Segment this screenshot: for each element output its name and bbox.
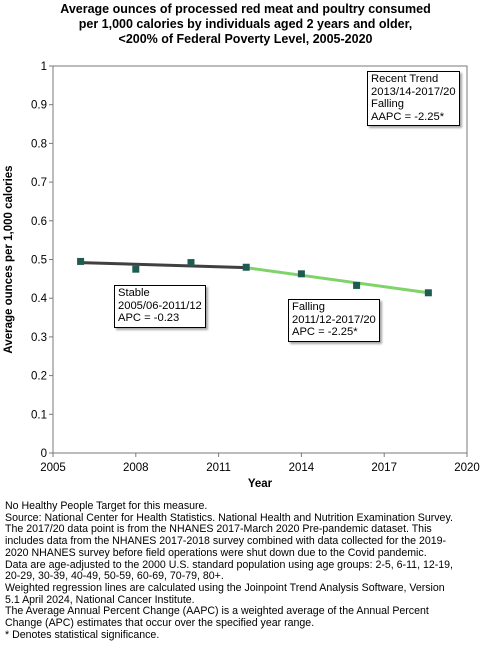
data-point	[77, 257, 85, 265]
annotation-line: APC = -0.23	[118, 312, 180, 324]
y-tick-label: 0	[41, 448, 47, 460]
data-point	[187, 259, 195, 267]
y-tick-label: 0.1	[31, 409, 47, 421]
data-point	[353, 281, 361, 289]
footnote-line: 20-29, 30-39, 40-49, 50-59, 60-69, 70-79…	[5, 570, 224, 583]
y-tick-label: 0.4	[31, 293, 48, 305]
x-axis-label: Year	[248, 478, 273, 490]
chart-title: Average ounces of processed red meat and…	[0, 2, 491, 47]
y-tick-label: 0.6	[31, 216, 47, 228]
annotation-line: Stable	[118, 287, 150, 299]
data-points	[77, 257, 432, 297]
annotation-line: Falling	[292, 301, 325, 313]
footnote-line: No Healthy People Target for this measur…	[5, 500, 208, 512]
x-tick-label: 2017	[371, 462, 397, 474]
data-point	[242, 263, 250, 271]
data-point	[424, 289, 432, 297]
annotation-recent-trend: Recent Trend 2013/14-2017/20 Falling AAP…	[367, 71, 460, 126]
x-tick-label: 2011	[206, 462, 231, 474]
y-tick-label: 0.3	[31, 332, 47, 344]
footnote-line: Change (APC) estimates that occur over t…	[5, 617, 315, 630]
trend-line-segment	[79, 261, 248, 270]
trend-lines	[79, 261, 430, 295]
annotation-line: 2011/12-2017/20	[292, 313, 376, 326]
x-tick-label: 2014	[289, 462, 315, 474]
footnote-line: Data are age-adjusted to the 2000 U.S. s…	[5, 558, 453, 571]
footnote-line: 2020 NHANES survey before field operatio…	[5, 546, 427, 559]
annotation-line: APC = -2.25*	[292, 326, 358, 338]
chart-title-line-1: Average ounces of processed red meat and…	[60, 2, 431, 16]
y-tick-label: 0.9	[31, 100, 47, 112]
chart-title-line-2: per 1,000 calories by individuals aged 2…	[78, 17, 413, 31]
annotation-line: 2005/06-2011/12	[118, 299, 202, 312]
annotation-line: 2013/14-2017/20	[371, 85, 456, 98]
x-tick-label: 2020	[454, 462, 480, 474]
footnote-line: The 2017/20 data point is from the NHANE…	[5, 523, 432, 536]
y-tick-label: 0.7	[31, 177, 47, 189]
footnote-line: 5.1 April 2024, National Cancer Institut…	[5, 593, 195, 606]
axes: 0 0.1 0.2 0.3 0.4 0.5 0.6 0.7 0.8 0.9 1 2005 2008 201…	[31, 61, 480, 474]
annotation-line: Recent Trend	[371, 73, 439, 85]
data-point	[297, 270, 305, 278]
x-tick-label: 2008	[123, 462, 149, 474]
y-tick-label: 1	[41, 61, 47, 73]
footnote-line: includes data from the NHANES 2017-2018 …	[5, 535, 447, 548]
y-tick-label: 0.5	[31, 255, 47, 267]
x-tick-label: 2005	[40, 462, 66, 474]
footnotes: No Healthy People Target for this measur…	[5, 500, 489, 641]
chart-title-line-3: <200% of Federal Poverty Level, 2005-202…	[118, 32, 373, 46]
data-point	[132, 265, 140, 273]
trend-line-segment	[244, 266, 430, 295]
annotation-falling: Falling 2011/12-2017/20 APC = -2.25*	[288, 299, 380, 342]
y-tick-label: 0.8	[31, 138, 47, 150]
annotation-line: Falling	[371, 98, 404, 110]
annotation-line: AAPC = -2.25*	[371, 110, 445, 123]
annotation-stable: Stable 2005/06-2011/12 APC = -0.23	[114, 285, 206, 328]
footnote-line: The Average Annual Percent Change (AAPC)…	[5, 605, 429, 618]
y-axis-label: Average ounces per 1,000 calories	[3, 165, 15, 353]
footnote-line: Weighted regression lines are calculated…	[5, 581, 445, 594]
y-tick-label: 0.2	[31, 371, 47, 383]
line-chart: 0 0.1 0.2 0.3 0.4 0.5 0.6 0.7 0.8 0.9 1 2005 2008 201…	[3, 61, 480, 490]
footnote-line: * Denotes statistical significance.	[5, 628, 160, 641]
footnote-line: Source: National Center for Health Stati…	[5, 511, 453, 524]
